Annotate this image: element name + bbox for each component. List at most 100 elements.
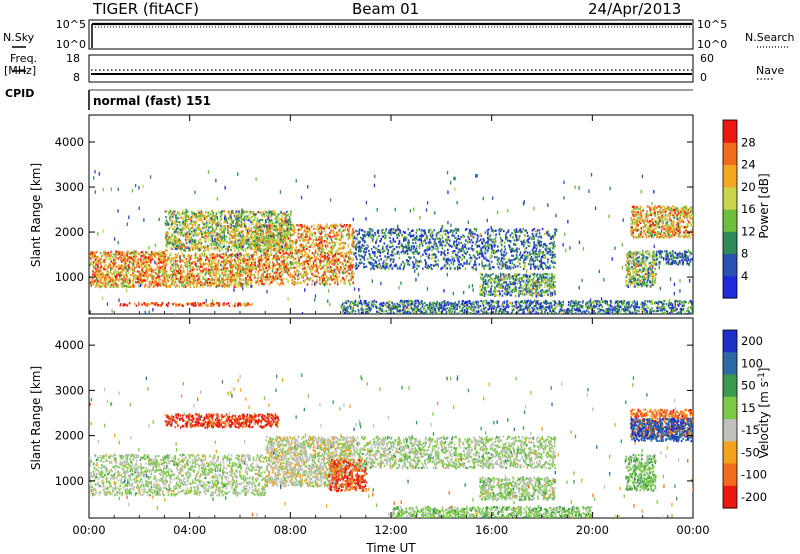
echo-cell: [535, 244, 538, 247]
echo-cell: [327, 266, 329, 269]
echo-cell: [416, 235, 418, 238]
echo-cell: [295, 241, 298, 244]
echo-cell: [148, 268, 151, 271]
echo-cell: [191, 211, 193, 214]
echo-cell: [239, 255, 242, 258]
echo-cell: [296, 260, 299, 263]
echo-cell: [270, 246, 272, 249]
echo-cell: [230, 219, 233, 222]
echo-cell: [188, 249, 190, 252]
echo-cell: [92, 264, 94, 267]
echo-cell: [95, 267, 97, 270]
echo-cell: [280, 231, 282, 234]
echo-cell: [164, 210, 167, 213]
echo-cell: [181, 274, 183, 277]
echo-cell: [173, 226, 176, 229]
echo-cell: [188, 218, 190, 221]
echo-cell: [301, 225, 303, 228]
echo-cell: [178, 268, 180, 271]
echo-cell: [210, 256, 212, 259]
echo-cell: [212, 215, 214, 218]
echo-cell: [102, 284, 104, 287]
echo-cell: [343, 279, 346, 282]
echo-cell: [258, 221, 261, 224]
echo-cell: [91, 269, 94, 273]
echo-cell: [290, 262, 293, 265]
echo-cell: [165, 236, 167, 240]
echo-cell: [243, 225, 246, 228]
echo-cell: [90, 261, 92, 264]
echo-cell: [114, 275, 117, 278]
echo-cell: [302, 263, 304, 266]
echo-cell: [255, 243, 258, 246]
echo-cell: [302, 240, 305, 243]
echo-cell: [174, 257, 177, 260]
echo-cell: [160, 258, 163, 262]
echo-cell: [119, 271, 122, 274]
echo-cell: [515, 234, 518, 238]
echo-cell: [262, 239, 264, 242]
echo-cell: [223, 253, 225, 256]
echo-cell: [250, 256, 253, 259]
echo-cell: [510, 248, 512, 252]
echo-cell: [221, 256, 224, 259]
echo-cell: [197, 274, 200, 277]
echo-cell: [166, 221, 169, 224]
echo-cell: [188, 231, 190, 234]
echo-cell: [233, 244, 235, 247]
echo-cell: [147, 260, 149, 263]
echo-cell: [277, 233, 280, 236]
echo-cell: [98, 283, 100, 287]
echo-cell: [513, 263, 516, 266]
echo-cell: [212, 240, 214, 243]
echo-cell: [266, 232, 269, 235]
echo-cell: [142, 274, 145, 277]
echo-cell: [117, 253, 119, 256]
echo-cell: [308, 256, 310, 259]
echo-cell: [445, 234, 448, 237]
echo-cell: [227, 247, 229, 250]
echo-cell: [97, 261, 100, 264]
echo-cell: [149, 268, 152, 271]
echo-cell: [257, 219, 260, 222]
echo-cell: [123, 274, 126, 277]
echo-cell: [204, 278, 206, 281]
echo-cell: [316, 279, 318, 282]
echo-cell: [261, 278, 264, 281]
echo-cell: [239, 259, 242, 262]
echo-cell: [308, 234, 311, 238]
echo-cell: [275, 225, 277, 228]
echo-cell: [261, 211, 264, 214]
echo-cell: [264, 240, 267, 243]
echo-cell: [236, 244, 239, 247]
echo-cell: [264, 210, 267, 213]
echo-cell: [240, 211, 243, 214]
echo-cell: [261, 266, 264, 269]
echo-cell: [258, 256, 261, 259]
echo-cell: [244, 279, 246, 282]
echo-cell: [112, 261, 114, 264]
echo-cell: [325, 263, 328, 266]
echo-cell: [236, 217, 239, 220]
echo-cell: [240, 254, 243, 257]
echo-cell: [314, 235, 316, 238]
echo-cell: [435, 234, 438, 237]
echo-cell: [315, 243, 318, 246]
echo-cell: [123, 252, 125, 255]
echo-cell: [147, 253, 150, 256]
echo-cell: [335, 236, 337, 239]
echo-cell: [266, 251, 268, 255]
echo-cell: [146, 276, 149, 279]
echo-cell: [189, 218, 192, 221]
echo-cell: [493, 242, 496, 245]
echo-cell: [116, 274, 119, 277]
echo-cell: [255, 246, 257, 249]
echo-cell: [113, 268, 116, 271]
echo-cell: [176, 232, 179, 235]
echo-cell: [306, 225, 309, 228]
echo-cell: [283, 234, 285, 237]
echo-cell: [256, 237, 258, 240]
echo-cell: [291, 275, 294, 279]
echo-cell: [155, 277, 157, 280]
echo-cell: [481, 262, 483, 265]
